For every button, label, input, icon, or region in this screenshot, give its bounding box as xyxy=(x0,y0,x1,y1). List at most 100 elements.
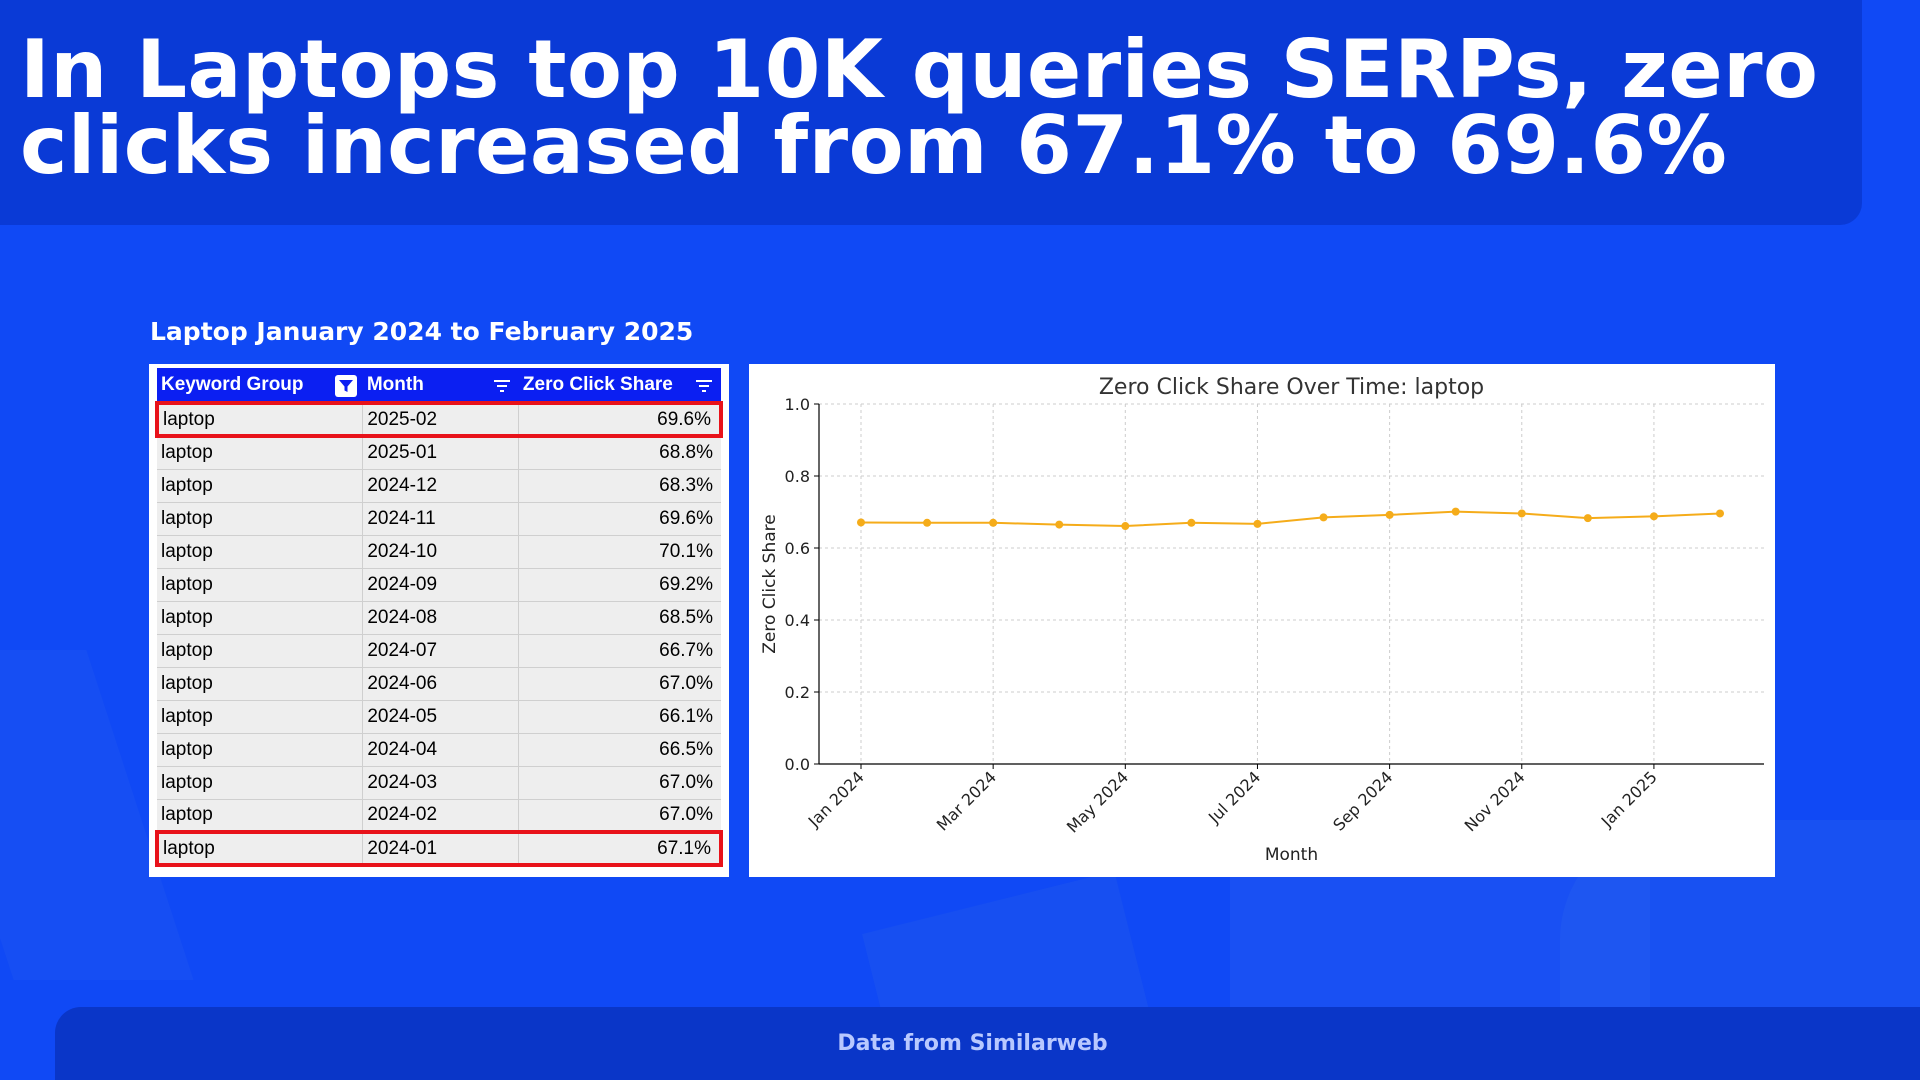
cell-keyword-group: laptop xyxy=(155,401,364,438)
data-point xyxy=(1583,514,1592,523)
data-point xyxy=(1121,522,1130,531)
table-row: laptop 2024-02 67.0% xyxy=(157,799,721,833)
cell-zero-click-share: 67.0% xyxy=(518,766,721,800)
cell-keyword-group: laptop xyxy=(157,700,364,734)
data-point xyxy=(1253,519,1262,528)
y-tick-label: 0.4 xyxy=(785,611,810,630)
table-row-highlighted: laptop 2024-01 67.1% xyxy=(155,830,724,867)
x-tick-label: Jan 2025 xyxy=(1597,767,1661,831)
cell-month: 2025-01 xyxy=(362,436,520,470)
line-chart: 0.0 0.2 0.4 0.6 0.8 1.0 Jan 2024 Mar 2024 May 20… xyxy=(760,375,1764,865)
data-point xyxy=(923,518,932,527)
table-row: laptop 2024-06 67.0% xyxy=(157,667,721,701)
x-tick-label: Jan 2024 xyxy=(804,767,868,831)
column-header-zero-click-share[interactable]: Zero Click Share xyxy=(518,368,721,403)
table-row: laptop 2024-12 68.3% xyxy=(157,469,721,503)
data-point xyxy=(1187,518,1196,527)
cell-zero-click-share: 66.5% xyxy=(518,733,721,767)
cell-month: 2024-06 xyxy=(362,667,520,701)
column-header-month[interactable]: Month xyxy=(362,368,519,403)
cell-keyword-group: laptop xyxy=(157,469,364,503)
table-row: laptop 2024-04 66.5% xyxy=(157,733,721,767)
table-header-row: Keyword Group Month Zero Click Share xyxy=(157,368,721,403)
column-header-label: Zero Click Share xyxy=(522,373,673,395)
page-title: In Laptops top 10K queries SERPs, zero c… xyxy=(20,23,1819,192)
cell-keyword-group: laptop xyxy=(157,766,364,800)
cell-month: 2024-02 xyxy=(362,799,520,833)
data-point xyxy=(1716,509,1724,518)
table-row: laptop 2024-10 70.1% xyxy=(157,535,721,569)
data-point xyxy=(1385,510,1394,519)
table-row: laptop 2025-01 68.8% xyxy=(157,436,721,470)
cell-month: 2025-02 xyxy=(362,401,520,438)
y-tick-label: 0.2 xyxy=(785,683,810,702)
column-header-label: Keyword Group xyxy=(161,373,304,395)
cell-zero-click-share: 69.6% xyxy=(518,502,721,536)
cell-zero-click-share: 69.6% xyxy=(518,401,724,438)
y-tick-label: 0.8 xyxy=(785,467,810,486)
cell-zero-click-share: 68.3% xyxy=(518,469,721,503)
cell-keyword-group: laptop xyxy=(157,601,364,635)
series-line xyxy=(860,510,1721,528)
x-tick-label: Sep 2024 xyxy=(1329,767,1396,834)
cell-zero-click-share: 67.0% xyxy=(518,667,721,701)
column-header-label: Month xyxy=(366,373,424,395)
cell-month: 2024-09 xyxy=(362,568,520,602)
data-point xyxy=(1055,520,1064,529)
x-tick-label: Jul 2024 xyxy=(1204,767,1264,827)
filter-active-icon[interactable] xyxy=(334,375,357,397)
y-axis-label: Zero Click Share xyxy=(760,514,780,654)
y-tick-label: 0.0 xyxy=(785,755,810,774)
data-point xyxy=(1649,512,1658,521)
cell-month: 2024-11 xyxy=(362,502,520,536)
cell-zero-click-share: 70.1% xyxy=(518,535,721,569)
cell-zero-click-share: 68.5% xyxy=(518,601,721,635)
source-note: Data from Similarweb xyxy=(837,1031,1108,1056)
cell-month: 2024-03 xyxy=(362,766,520,800)
cell-month: 2024-01 xyxy=(362,830,520,867)
zero-click-table: Keyword Group Month Zero Click Share xyxy=(155,368,724,867)
table-caption: Laptop January 2024 to February 2025 xyxy=(150,317,694,346)
x-tick-label: May 2024 xyxy=(1063,767,1132,836)
filter-icon[interactable] xyxy=(693,375,715,397)
table-row-highlighted: laptop 2025-02 69.6% xyxy=(155,401,724,438)
y-tick-label: 0.6 xyxy=(785,539,810,558)
cell-zero-click-share: 69.2% xyxy=(518,568,721,602)
cell-keyword-group: laptop xyxy=(157,436,364,470)
cell-zero-click-share: 67.0% xyxy=(518,799,721,833)
cell-month: 2024-12 xyxy=(362,469,520,503)
cell-keyword-group: laptop xyxy=(157,634,364,668)
title-band: In Laptops top 10K queries SERPs, zero c… xyxy=(0,0,1862,225)
cell-keyword-group: laptop xyxy=(157,568,364,602)
cell-month: 2024-07 xyxy=(362,634,520,668)
data-point xyxy=(1451,507,1460,516)
cell-keyword-group: laptop xyxy=(157,799,364,833)
column-header-keyword-group[interactable]: Keyword Group xyxy=(157,368,363,403)
data-table-panel: Keyword Group Month Zero Click Share xyxy=(149,364,729,877)
data-point xyxy=(1319,513,1328,522)
x-axis-label: Month xyxy=(1265,845,1318,865)
table-row: laptop 2024-09 69.2% xyxy=(157,568,721,602)
line-chart-panel: 0.0 0.2 0.4 0.6 0.8 1.0 Jan 2024 Mar 2024 May 20… xyxy=(749,364,1775,877)
table-row: laptop 2024-08 68.5% xyxy=(157,601,721,635)
cell-month: 2024-05 xyxy=(362,700,520,734)
data-point xyxy=(857,518,865,527)
table-row: laptop 2024-07 66.7% xyxy=(157,634,721,668)
cell-month: 2024-08 xyxy=(362,601,520,635)
chart-title: Zero Click Share Over Time: laptop xyxy=(1099,375,1484,400)
table-body: laptop 2025-02 69.6% laptop 2025-01 68.8% lapt… xyxy=(155,401,724,867)
x-tick-label: Mar 2024 xyxy=(933,767,1000,834)
cell-keyword-group: laptop xyxy=(157,667,364,701)
cell-month: 2024-04 xyxy=(362,733,520,767)
data-point xyxy=(989,518,998,527)
cell-keyword-group: laptop xyxy=(157,535,364,569)
y-tick-label: 1.0 xyxy=(785,395,810,414)
table-row: laptop 2024-11 69.6% xyxy=(157,502,721,536)
table-row: laptop 2024-05 66.1% xyxy=(157,700,721,734)
x-tick-label: Nov 2024 xyxy=(1461,767,1529,835)
cell-month: 2024-10 xyxy=(362,535,520,569)
cell-keyword-group: laptop xyxy=(155,830,364,867)
footer-band: Data from Similarweb xyxy=(55,1007,1920,1080)
filter-icon[interactable] xyxy=(491,375,513,397)
cell-zero-click-share: 66.1% xyxy=(518,700,721,734)
